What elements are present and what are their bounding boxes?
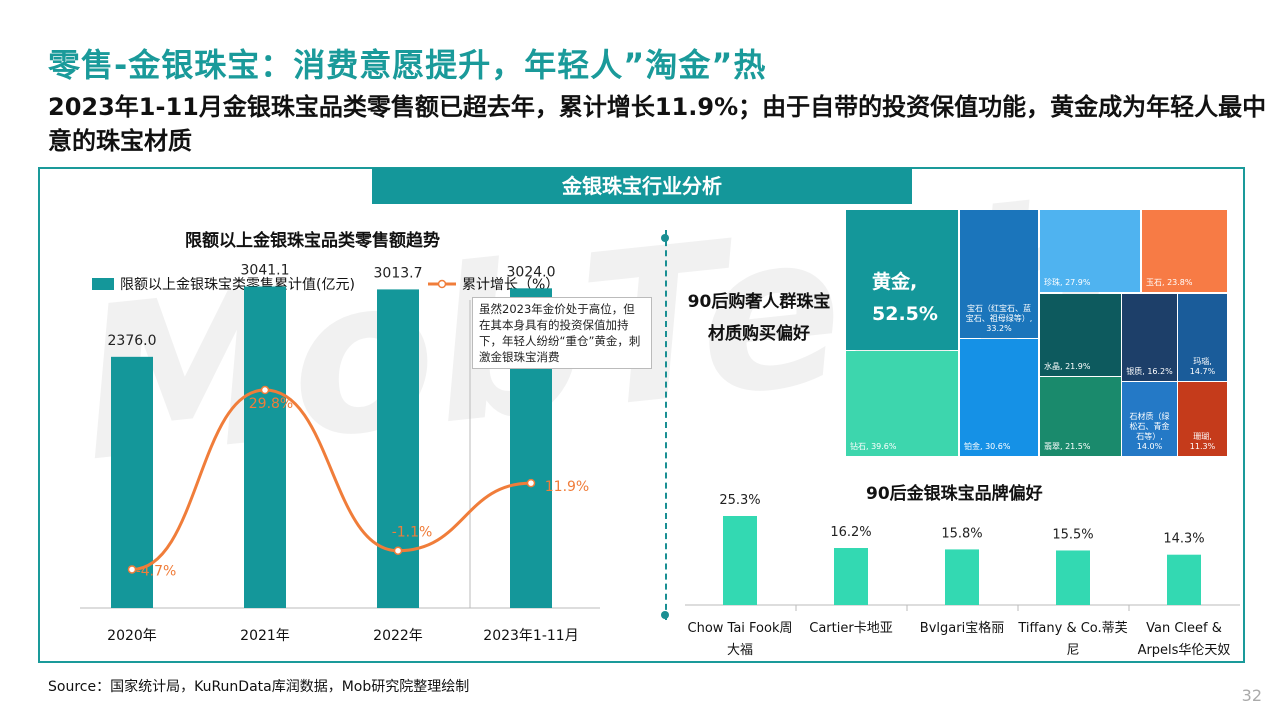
brand-category-3: Tiffany & Co.蒂芙尼 (1018, 621, 1128, 658)
category-label-2: 2022年 (373, 628, 423, 644)
brand-bar-0 (723, 516, 757, 605)
treemap-label-2: 宝石（红宝石、蓝宝石、祖母绿等）, 33.2% (965, 304, 1033, 333)
growth-label-3: 11.9% (545, 479, 589, 495)
growth-line (131, 388, 532, 571)
bar-label-0: 2376.0 (108, 333, 157, 349)
source-note: Source：国家统计局，KuRunData库润数据，Mob研究院整理绘制 (48, 679, 470, 695)
treemap-cell-1: 钻石, 39.6% (846, 351, 958, 456)
treemap-label-6: 水晶, 21.9% (1044, 362, 1091, 371)
treemap-label-1: 钻石, 39.6% (850, 442, 897, 451)
treemap-label-8: 银质, 16.2% (1126, 367, 1173, 376)
brand-value-0: 25.3% (719, 493, 760, 508)
section-banner: 金银珠宝行业分析 (372, 168, 912, 204)
legend-bar-swatch (92, 278, 114, 290)
page-subtitle: 2023年1-11月金银珠宝品类零售额已超去年，累计增长11.9%；由于自带的投… (48, 93, 1267, 155)
growth-point-2 (393, 546, 403, 555)
bar-label-2: 3013.7 (374, 265, 423, 281)
treemap-cell-11: 珊瑚, 11.3% (1178, 382, 1227, 456)
brand-value-3: 15.5% (1052, 527, 1093, 542)
treemap-cell-5: 玉石, 23.8% (1142, 210, 1227, 292)
treemap-label-7: 翡翠, 21.5% (1044, 442, 1091, 451)
treemap-cell-3: 铂金, 30.6% (960, 339, 1038, 456)
treemap-cell-10: 石材质（绿松石、青金石等）, 14.0% (1122, 382, 1177, 456)
brand-category-4: Van Cleef & Arpels华伦天奴 (1137, 621, 1231, 658)
treemap-label-3: 铂金, 30.6% (964, 442, 1011, 451)
treemap-label-4: 珍珠, 27.9% (1044, 278, 1091, 287)
brand-category-1: Cartier卡地亚 (809, 621, 893, 636)
treemap-label-11: 珊瑚, 11.3% (1189, 432, 1216, 451)
treemap-cell-9: 玛瑙, 14.7% (1178, 294, 1227, 381)
retail-chart: 2376.0 2020年 3041.1 2021年 3013.7 2022年 3024.0 2… (80, 263, 600, 644)
treemap-cell-4: 珍珠, 27.9% (1040, 210, 1140, 292)
bar-label-1: 3041.1 (241, 263, 290, 279)
treemap-cell-6: 水晶, 21.9% (1040, 294, 1121, 376)
treemap-label-10: 石材质（绿松石、青金石等）, 14.0% (1129, 412, 1170, 451)
treemap-title: 90后购奢人群珠宝材质购买偏好 (687, 292, 831, 344)
growth-point-1 (260, 385, 270, 395)
treemap-label-5: 玉石, 23.8% (1146, 278, 1193, 287)
growth-point-3 (526, 478, 536, 488)
treemap-cell-2: 宝石（红宝石、蓝宝石、祖母绿等）, 33.2% (960, 210, 1038, 338)
brand-chart: 25.3% 16.2% 15.8% 15.5% 14.3% (685, 493, 1240, 611)
category-label-1: 2021年 (240, 628, 290, 644)
brand-value-2: 15.8% (941, 526, 982, 541)
treemap-cell-8: 银质, 16.2% (1122, 294, 1177, 381)
brand-bar-3 (1056, 550, 1090, 605)
category-label-0: 2020年 (107, 628, 157, 644)
page-title: 零售-金银珠宝：消费意愿提升，年轻人”淘金”热 (48, 46, 767, 84)
brand-category-2: Bvlgari宝格丽 (919, 621, 1005, 636)
divider-dot-top (661, 234, 669, 242)
legend-bar-label: 限额以上金银珠宝类零售累计值(亿元) (120, 277, 355, 293)
treemap-label-0: 黄金, 52.5% (872, 271, 938, 325)
category-label-3: 2023年1-11月 (483, 628, 578, 644)
bar-label-3: 3024.0 (507, 264, 556, 280)
growth-label-0: -4.7% (136, 563, 177, 579)
treemap-cell-7: 翡翠, 21.5% (1040, 377, 1121, 456)
divider-line (665, 230, 667, 620)
brand-value-1: 16.2% (830, 525, 871, 540)
growth-label-1: 29.8% (249, 396, 293, 412)
chart-annotation: 虽然2023年金价处于高位，但在其本身具有的投资保值加持下，年轻人纷纷“重仓”黄… (472, 297, 652, 369)
brand-bar-1 (834, 548, 868, 605)
brand-bar-4 (1167, 554, 1201, 605)
brand-bar-2 (945, 549, 979, 605)
page-number: 32 (1241, 686, 1262, 705)
brand-chart-title: 90后金银珠宝品牌偏好 (866, 484, 1043, 504)
bar-1 (244, 286, 286, 608)
growth-point-0 (127, 565, 137, 574)
treemap-cell-0: 黄金, 52.5% (846, 210, 958, 350)
brand-value-4: 14.3% (1163, 532, 1204, 547)
growth-label-2: -1.1% (392, 525, 433, 541)
legend-line-swatch (428, 279, 456, 289)
retail-chart-title: 限额以上金银珠宝品类零售额趋势 (185, 231, 440, 251)
divider-dot-bottom (661, 611, 669, 619)
legend-bar: 限额以上金银珠宝类零售累计值(亿元) (92, 274, 355, 294)
brand-category-0: Chow Tai Fook周大福 (687, 621, 793, 658)
treemap-label-9: 玛瑙, 14.7% (1189, 357, 1216, 376)
